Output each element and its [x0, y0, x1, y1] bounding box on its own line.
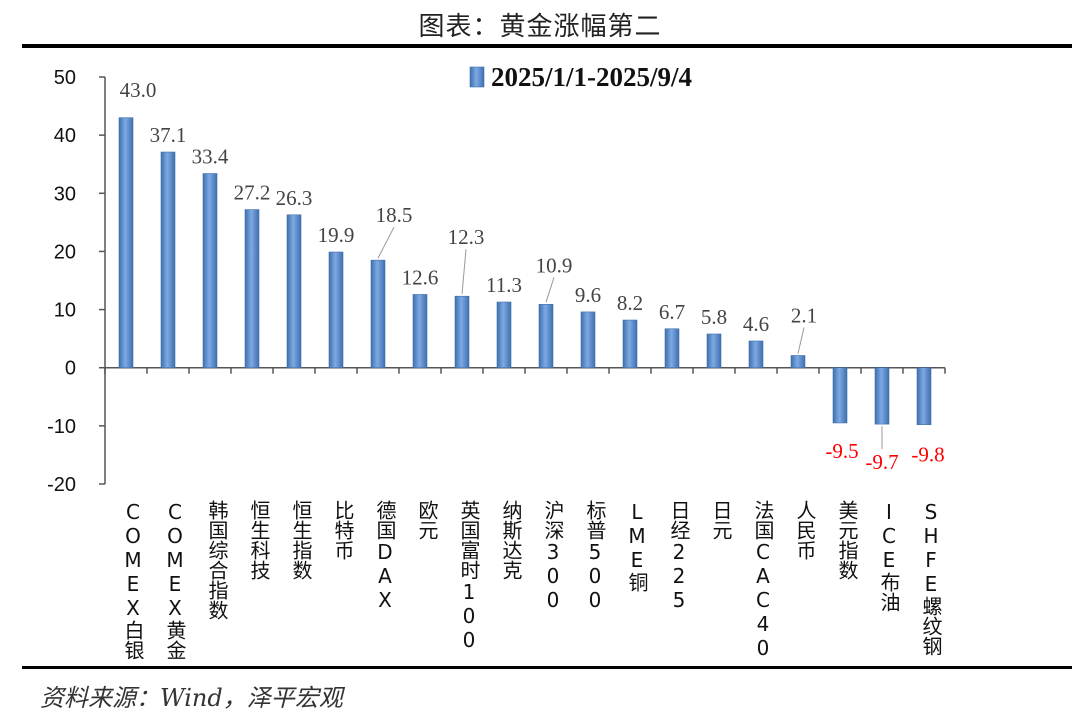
bar: [790, 355, 806, 369]
bar: [412, 294, 428, 369]
category-label: 恒生指数: [289, 500, 313, 580]
data-label: -9.7: [865, 450, 898, 474]
bar: [832, 367, 848, 424]
category-label: LME铜: [625, 500, 649, 592]
category-label: 德国DAX: [373, 500, 397, 612]
bar: [328, 251, 344, 369]
data-label: 12.3: [448, 225, 485, 249]
legend-label: 2025/1/1-2025/9/4: [491, 62, 692, 92]
category-label: 沪深300: [541, 500, 565, 612]
data-label: 26.3: [276, 186, 313, 210]
category-label: 恒生科技: [247, 500, 271, 580]
data-label: 19.9: [318, 223, 355, 247]
y-tick-label: -20: [47, 474, 76, 496]
bar: [496, 301, 512, 369]
data-label: 27.2: [234, 181, 271, 205]
y-tick-label: 10: [54, 300, 76, 322]
bar: [244, 209, 260, 369]
bar: [286, 214, 302, 369]
data-label: 11.3: [486, 273, 522, 297]
category-label: COMEX黄金: [163, 500, 187, 660]
data-label: 10.9: [536, 253, 573, 277]
legend-swatch: [469, 66, 485, 88]
data-label: 37.1: [150, 123, 187, 147]
data-label: 33.4: [192, 145, 229, 169]
category-label: 韩国综合指数: [205, 500, 229, 620]
category-label: 纳斯达克: [499, 500, 523, 580]
data-label: -9.8: [911, 443, 944, 467]
category-label: 日元: [709, 500, 733, 540]
category-label: 日经225: [667, 500, 691, 612]
category-label: 美元指数: [835, 500, 859, 580]
data-label: 9.6: [575, 283, 601, 307]
bar: [874, 367, 890, 425]
y-tick-label: -10: [47, 416, 76, 438]
data-label: 8.2: [617, 291, 643, 315]
data-label: 2.1: [791, 304, 817, 328]
y-tick-label: 40: [54, 125, 76, 147]
category-label: 法国CAC40: [751, 500, 775, 660]
category-label: 人民币: [793, 500, 817, 560]
bar: [202, 173, 218, 369]
data-label: -9.5: [825, 439, 858, 463]
category-label: COMEX白银: [121, 500, 145, 660]
bar: [118, 117, 134, 369]
leader-line: [377, 226, 395, 259]
bar: [706, 333, 722, 369]
category-label: ICE布油: [877, 500, 901, 612]
data-label: 18.5: [376, 203, 413, 227]
bar: [748, 340, 764, 369]
category-label: 标普500: [583, 500, 607, 612]
bar: [538, 304, 554, 369]
source-note: 资料来源：Wind，泽平宏观: [40, 684, 343, 712]
y-tick-label: 50: [54, 67, 76, 89]
bar: [454, 295, 470, 369]
top-rule: [22, 44, 1072, 48]
leader-line: [461, 249, 467, 295]
y-tick-label: 0: [65, 358, 76, 380]
data-label: 43.0: [120, 78, 157, 102]
leader-line: [545, 277, 555, 303]
category-label: 欧元: [415, 500, 439, 540]
bar: [160, 151, 176, 369]
leader-line: [797, 327, 805, 354]
chart-title: 图表：黄金涨幅第二: [418, 12, 662, 42]
category-label: SHFE螺纹钢: [919, 500, 943, 656]
bar: [580, 311, 596, 369]
data-label: 12.6: [402, 265, 439, 289]
data-label: 4.6: [743, 312, 769, 336]
bar: [370, 259, 386, 369]
data-label: 6.7: [659, 300, 685, 324]
y-tick-label: 30: [54, 183, 76, 205]
category-label: 英国富时100: [457, 500, 481, 652]
bar: [622, 319, 638, 369]
category-label: 比特币: [331, 500, 355, 560]
data-label: 5.8: [701, 305, 727, 329]
bottom-rule: [22, 666, 1072, 669]
bar: [664, 328, 680, 369]
bar: [916, 367, 932, 425]
y-tick-label: 20: [54, 241, 76, 263]
